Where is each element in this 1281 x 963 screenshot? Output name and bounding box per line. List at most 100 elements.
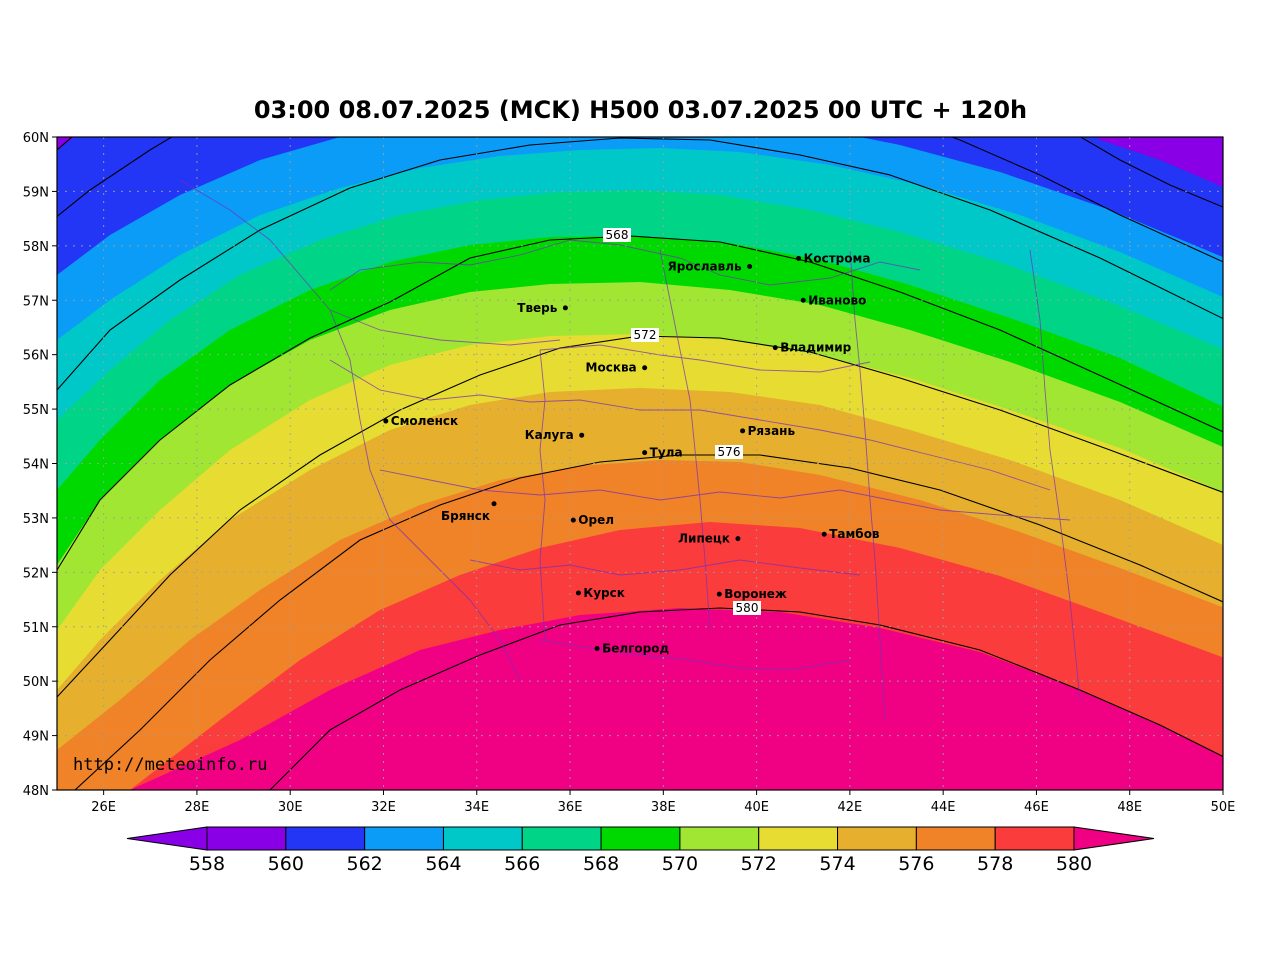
band-564: [57, 137, 1223, 420]
city-marker-7: [740, 428, 746, 434]
city-marker-2: [800, 297, 806, 303]
city-label-7: Рязань: [748, 424, 796, 438]
contour-label-576: 576: [718, 445, 741, 459]
city-label-4: Владимир: [780, 341, 851, 355]
city-label-10: Брянск: [441, 509, 490, 523]
lon-label-9: 44E: [931, 800, 956, 815]
colorbar-tick-1: 560: [268, 853, 304, 875]
colorbar-segment-3: [442, 826, 523, 851]
colorbar-tick-8: 574: [819, 853, 855, 875]
city-marker-5: [642, 365, 648, 371]
colorbar-extend-low: [126, 826, 208, 851]
colorbar-tick-10: 578: [977, 853, 1013, 875]
watermark-url: http://meteoinfo.ru: [73, 755, 267, 775]
city-label-11: Орел: [578, 513, 614, 527]
lat-label-1: 49N: [23, 730, 49, 745]
city-marker-1: [747, 264, 753, 270]
city-label-5: Москва: [586, 361, 637, 375]
lon-label-2: 30E: [278, 800, 303, 815]
lon-label-0: 26E: [91, 800, 116, 815]
contour-label-580: 580: [736, 601, 759, 615]
lat-label-0: 48N: [23, 784, 49, 799]
colorbar-tick-6: 570: [662, 853, 698, 875]
lon-label-6: 38E: [651, 800, 676, 815]
contour-556-left: [57, 137, 73, 151]
lon-label-5: 36E: [558, 800, 583, 815]
lon-label-8: 42E: [837, 800, 862, 815]
lat-label-8: 56N: [23, 349, 49, 364]
lon-label-10: 46E: [1024, 800, 1049, 815]
colorbar-segment-10: [994, 826, 1075, 851]
city-label-13: Тамбов: [829, 527, 880, 541]
colorbar-segment-6: [679, 826, 760, 851]
lat-label-11: 59N: [23, 185, 49, 200]
contour-568: [57, 235, 1223, 571]
cities-layer: Кострома Ярославль Иваново Тверь Владимир Мос…: [383, 251, 880, 656]
latitude-axis: 48N 49N 50N 51N 52N 53N 54N 55N 56N 57N 58N 59N 60N: [23, 131, 57, 799]
city-marker-14: [575, 590, 581, 596]
city-marker-11: [570, 517, 576, 523]
lat-label-7: 55N: [23, 403, 49, 418]
contour-label-568: 568: [606, 228, 629, 242]
city-label-16: Белгород: [602, 642, 669, 656]
city-marker-16: [594, 646, 600, 652]
longitude-axis: 26E 28E 30E 32E 34E 36E 38E 40E 42E 44E 46E 48E 50E: [91, 790, 1235, 815]
contour-576: [74, 454, 1223, 790]
lon-label-1: 28E: [185, 800, 210, 815]
lat-label-2: 50N: [23, 675, 49, 690]
colorbar: 558 560 562 564 566 568 570 572 574 576 578 580: [126, 826, 1155, 875]
city-label-0: Кострома: [804, 251, 871, 265]
city-label-3: Тверь: [517, 301, 558, 315]
colorbar-tick-0: 558: [189, 853, 225, 875]
city-marker-4: [772, 345, 778, 351]
contour-label-572: 572: [634, 328, 657, 342]
city-marker-12: [735, 536, 741, 542]
city-label-2: Иваново: [808, 293, 866, 307]
colorbar-extend-high: [1073, 826, 1155, 851]
contour-564: [57, 137, 1223, 391]
colorbar-tick-7: 572: [741, 853, 777, 875]
contour-labels: 568 572 576 580: [603, 228, 761, 615]
band-562: [57, 137, 1223, 340]
city-marker-13: [821, 531, 827, 537]
city-label-15: Воронеж: [724, 587, 787, 601]
colorbar-tick-2: 562: [347, 853, 383, 875]
city-marker-0: [796, 255, 802, 261]
city-marker-8: [579, 432, 585, 438]
lat-label-10: 58N: [23, 240, 49, 255]
lon-label-7: 40E: [744, 800, 769, 815]
city-label-1: Ярославль: [668, 260, 742, 274]
colorbar-segment-0: [206, 826, 287, 851]
lat-label-9: 57N: [23, 294, 49, 309]
colorbar-tick-11: 580: [1056, 853, 1092, 875]
city-marker-9: [642, 450, 648, 456]
lon-label-3: 32E: [371, 800, 396, 815]
lat-label-5: 53N: [23, 512, 49, 527]
city-label-14: Курск: [583, 586, 624, 600]
colorbar-tick-9: 576: [898, 853, 934, 875]
lat-label-12: 60N: [23, 131, 49, 146]
contour-560-right: [950, 137, 1223, 263]
lon-label-12: 50E: [1211, 800, 1236, 815]
colorbar-segment-2: [364, 826, 444, 851]
city-label-12: Липецк: [678, 532, 730, 546]
lat-label-6: 54N: [23, 458, 49, 473]
city-marker-10: [491, 501, 497, 507]
contour-560: [57, 137, 173, 218]
colorbar-segment-1: [285, 826, 366, 851]
city-label-8: Калуга: [525, 428, 574, 442]
colorbar-tick-4: 566: [504, 853, 540, 875]
colorbar-segment-7: [758, 826, 839, 851]
colorbar-tick-5: 568: [583, 853, 619, 875]
city-marker-6: [383, 418, 389, 424]
lon-label-11: 48E: [1117, 800, 1142, 815]
colorbar-segment-9: [915, 826, 996, 851]
band-560: [57, 137, 1223, 275]
lat-label-3: 51N: [23, 621, 49, 636]
lat-label-4: 52N: [23, 566, 49, 581]
contour-580: [269, 607, 1223, 790]
city-label-6: Смоленск: [391, 414, 458, 428]
height-bands: [57, 137, 1223, 790]
contour-lines: [57, 137, 1223, 790]
